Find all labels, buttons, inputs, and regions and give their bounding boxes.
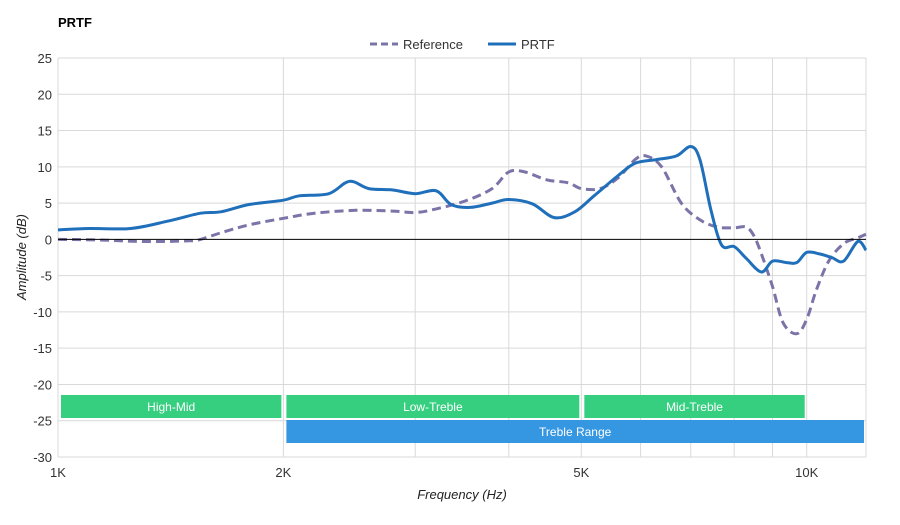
band-bar [286, 420, 865, 443]
band-label: Low-Treble [403, 400, 463, 414]
y-tick-label: 5 [45, 196, 52, 211]
frequency-bands: High-Mid Low-Treble Mid-Treble Treble Range [61, 395, 865, 443]
y-tick-label: 0 [45, 232, 52, 247]
x-axis-label: Frequency (Hz) [417, 487, 507, 502]
band-label: Treble Range [539, 425, 612, 439]
legend-label: Reference [403, 37, 463, 52]
band-label: High-Mid [147, 400, 195, 414]
y-tick-label: 25 [38, 51, 52, 66]
grid [57, 57, 867, 458]
x-tick-label: 1K [50, 465, 66, 480]
x-tick-label: 10K [795, 465, 818, 480]
plot-lines [57, 145, 868, 336]
legend-label: PRTF [521, 37, 555, 52]
y-tick-label: 20 [38, 87, 52, 102]
x-tick-label: 2K [275, 465, 291, 480]
y-tick-label: -5 [40, 269, 52, 284]
legend: Reference PRTF [370, 37, 555, 52]
series-line-prtf [57, 145, 868, 274]
band-bar [286, 395, 580, 418]
y-axis-label: Amplitude (dB) [14, 214, 29, 301]
band-label: Mid-Treble [666, 400, 723, 414]
y-tick-label: -25 [33, 414, 52, 429]
y-tick-label: -15 [33, 341, 52, 356]
y-tick-label: -20 [33, 377, 52, 392]
series-line-reference [57, 153, 867, 336]
x-tick-label: 5K [573, 465, 589, 480]
band-bar [584, 395, 805, 418]
y-tick-label: -10 [33, 305, 52, 320]
y-tick-label: 15 [38, 124, 52, 139]
band-bar [61, 395, 282, 418]
y-tick-label: 10 [38, 160, 52, 175]
chart-title: PRTF [58, 15, 92, 30]
y-tick-label: -30 [33, 450, 52, 465]
